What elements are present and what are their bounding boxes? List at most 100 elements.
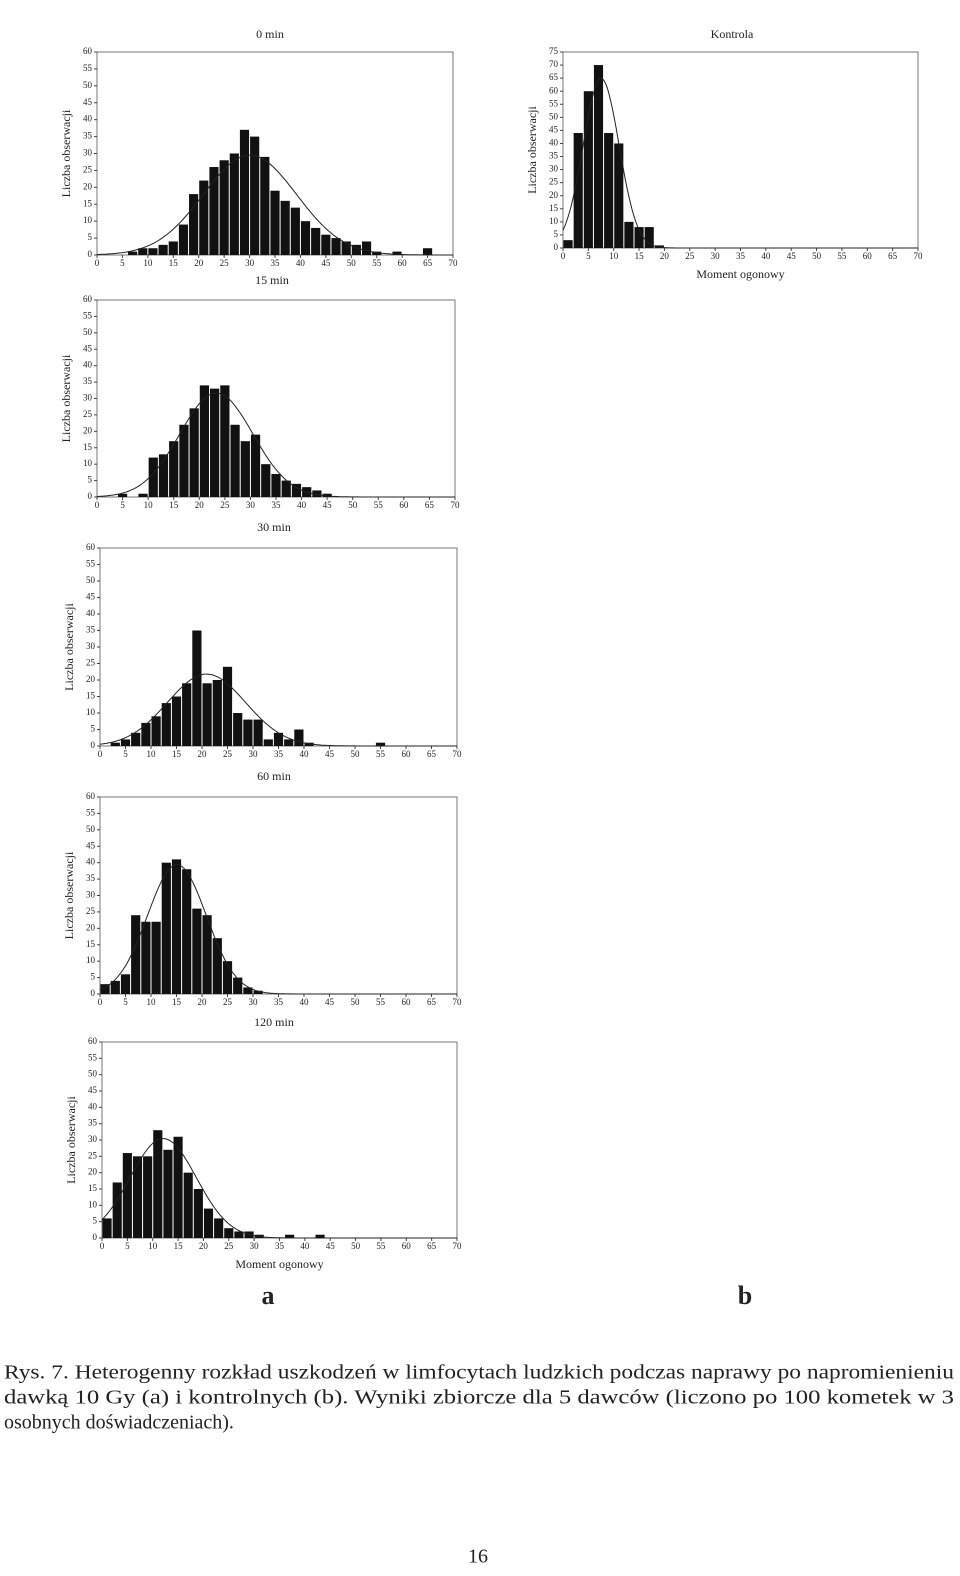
caption-line: osobnych doświadczeniach). bbox=[4, 1412, 234, 1434]
caption-line: dawką 10 Gy (a) i kontrolnych (b). Wynik… bbox=[4, 1387, 954, 1409]
bar bbox=[304, 742, 314, 746]
y-tick-label: 60 bbox=[83, 46, 93, 56]
bar bbox=[290, 207, 300, 255]
bar bbox=[169, 441, 179, 497]
y-tick-label: 20 bbox=[549, 190, 559, 200]
y-tick-label: 55 bbox=[88, 1052, 98, 1062]
bar bbox=[222, 961, 233, 994]
y-tick-label: 20 bbox=[83, 425, 93, 435]
x-tick-label: 40 bbox=[761, 251, 771, 261]
x-tick-label: 40 bbox=[300, 997, 310, 1007]
bar bbox=[122, 1153, 132, 1238]
x-tick-label: 25 bbox=[223, 997, 233, 1007]
y-tick-label: 15 bbox=[549, 203, 559, 213]
y-axis-label: Liczba obserwacji bbox=[62, 851, 76, 939]
y-tick-label: 50 bbox=[549, 111, 559, 121]
x-tick-label: 60 bbox=[863, 251, 873, 261]
y-tick-label: 25 bbox=[86, 658, 96, 668]
bar bbox=[158, 244, 168, 255]
x-tick-label: 65 bbox=[425, 500, 435, 510]
bar bbox=[234, 1231, 244, 1238]
x-tick-label: 0 bbox=[95, 500, 100, 510]
bar bbox=[250, 434, 261, 497]
bar bbox=[132, 1156, 143, 1238]
y-tick-label: 25 bbox=[83, 409, 93, 419]
x-tick-label: 35 bbox=[275, 1241, 285, 1251]
bar bbox=[593, 65, 604, 248]
x-tick-label: 25 bbox=[220, 258, 230, 268]
y-tick-label: 20 bbox=[86, 674, 96, 684]
y-tick-label: 25 bbox=[83, 164, 93, 174]
fit-curve bbox=[97, 154, 453, 256]
bar bbox=[112, 1182, 122, 1238]
bar bbox=[199, 180, 209, 255]
x-tick-label: 10 bbox=[143, 258, 153, 268]
bar bbox=[138, 493, 148, 497]
bar bbox=[311, 227, 321, 255]
y-tick-label: 0 bbox=[88, 491, 93, 501]
bar bbox=[243, 987, 253, 994]
y-tick-label: 65 bbox=[549, 72, 559, 82]
x-tick-label: 15 bbox=[635, 251, 645, 261]
x-tick-label: 55 bbox=[376, 1241, 386, 1251]
y-tick-label: 40 bbox=[86, 857, 96, 867]
bar bbox=[209, 167, 219, 255]
bar bbox=[291, 483, 302, 497]
x-tick-label: 50 bbox=[351, 1241, 361, 1251]
bar bbox=[240, 441, 250, 497]
page-number: 16 bbox=[468, 1546, 488, 1568]
x-tick-label: 20 bbox=[199, 1241, 209, 1251]
y-tick-label: 35 bbox=[88, 1118, 98, 1128]
bar bbox=[563, 240, 573, 248]
bar bbox=[202, 683, 212, 746]
x-tick-label: 55 bbox=[374, 500, 384, 510]
x-tick-label: 65 bbox=[888, 251, 898, 261]
y-tick-label: 5 bbox=[91, 724, 96, 734]
y-tick-label: 60 bbox=[83, 294, 93, 304]
y-tick-label: 45 bbox=[549, 124, 559, 134]
x-tick-label: 25 bbox=[220, 500, 230, 510]
x-tick-label: 70 bbox=[914, 251, 924, 261]
y-tick-label: 50 bbox=[83, 80, 93, 90]
bar bbox=[168, 241, 178, 255]
y-tick-label: 45 bbox=[83, 97, 93, 107]
x-tick-label: 35 bbox=[274, 749, 284, 759]
x-tick-label: 55 bbox=[372, 258, 382, 268]
bar bbox=[273, 732, 284, 746]
x-tick-label: 45 bbox=[325, 749, 335, 759]
x-tick-label: 0 bbox=[95, 258, 100, 268]
x-tick-label: 40 bbox=[296, 258, 306, 268]
x-tick-label: 10 bbox=[609, 251, 619, 261]
y-tick-label: 25 bbox=[549, 177, 559, 187]
x-tick-label: 60 bbox=[399, 500, 409, 510]
y-tick-label: 20 bbox=[83, 181, 93, 191]
x-tick-label: 50 bbox=[347, 258, 357, 268]
fit-curve bbox=[99, 673, 457, 747]
bar bbox=[120, 974, 131, 994]
x-tick-label: 35 bbox=[271, 258, 281, 268]
bar bbox=[375, 742, 386, 746]
bar bbox=[253, 719, 263, 746]
x-tick-label: 50 bbox=[812, 251, 822, 261]
y-tick-label: 60 bbox=[549, 85, 559, 95]
y-tick-label: 40 bbox=[83, 360, 93, 370]
bar bbox=[143, 1156, 153, 1238]
x-tick-label: 50 bbox=[351, 997, 361, 1007]
y-tick-label: 60 bbox=[86, 791, 96, 801]
bar bbox=[131, 732, 141, 746]
y-tick-label: 35 bbox=[86, 625, 96, 635]
y-tick-label: 50 bbox=[83, 327, 93, 337]
bar bbox=[583, 91, 593, 248]
x-tick-label: 65 bbox=[427, 1241, 437, 1251]
bar bbox=[422, 248, 433, 255]
x-tick-label: 70 bbox=[453, 1241, 463, 1251]
y-axis-label: Liczba obserwacji bbox=[64, 1096, 78, 1184]
x-tick-label: 55 bbox=[376, 997, 386, 1007]
x-tick-label: 40 bbox=[297, 500, 307, 510]
y-tick-label: 35 bbox=[86, 873, 96, 883]
bar bbox=[315, 1234, 325, 1238]
fit-curve bbox=[99, 864, 457, 995]
x-tick-label: 35 bbox=[274, 997, 284, 1007]
bar bbox=[230, 424, 240, 497]
bar bbox=[220, 385, 230, 497]
